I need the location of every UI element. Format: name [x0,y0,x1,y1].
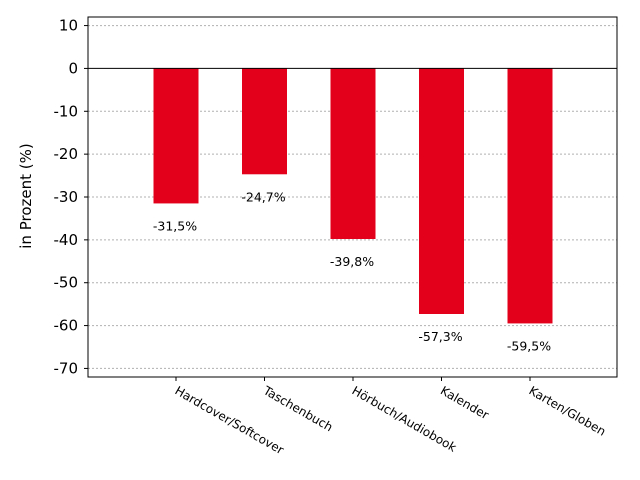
data-label: -24,7% [241,189,285,204]
y-tick-label: -70 [54,359,79,377]
x-tick-label: Karten/Globen [527,383,609,438]
bar [153,68,199,204]
bar [507,68,553,324]
bar [330,68,376,239]
y-tick-label: -40 [54,231,79,249]
data-label: -39,8% [330,254,374,269]
y-tick-label: 0 [68,59,78,77]
data-labels: -31,5% -24,7% -39,8% -57,3% -59,5% [153,189,551,353]
x-tick-label: Taschenbuch [260,383,335,434]
bars [153,68,553,324]
y-tick-label: -20 [54,145,79,163]
data-label: -57,3% [418,329,462,344]
data-label: -59,5% [507,338,551,353]
y-tick-label: -60 [54,317,79,335]
y-axis-label: in Prozent (%) [17,143,35,248]
data-label: -31,5% [153,218,197,233]
x-tick-label: Kalender [438,383,491,422]
y-tick-label: -30 [54,188,79,206]
y-tick-label: -50 [54,274,79,292]
y-tick-label: -10 [54,102,79,120]
bar [242,68,287,175]
y-axis: 10 0 -10 -20 -30 -40 -50 -60 -70 [54,17,88,377]
bar [419,68,464,314]
y-tick-label: 10 [59,17,78,35]
